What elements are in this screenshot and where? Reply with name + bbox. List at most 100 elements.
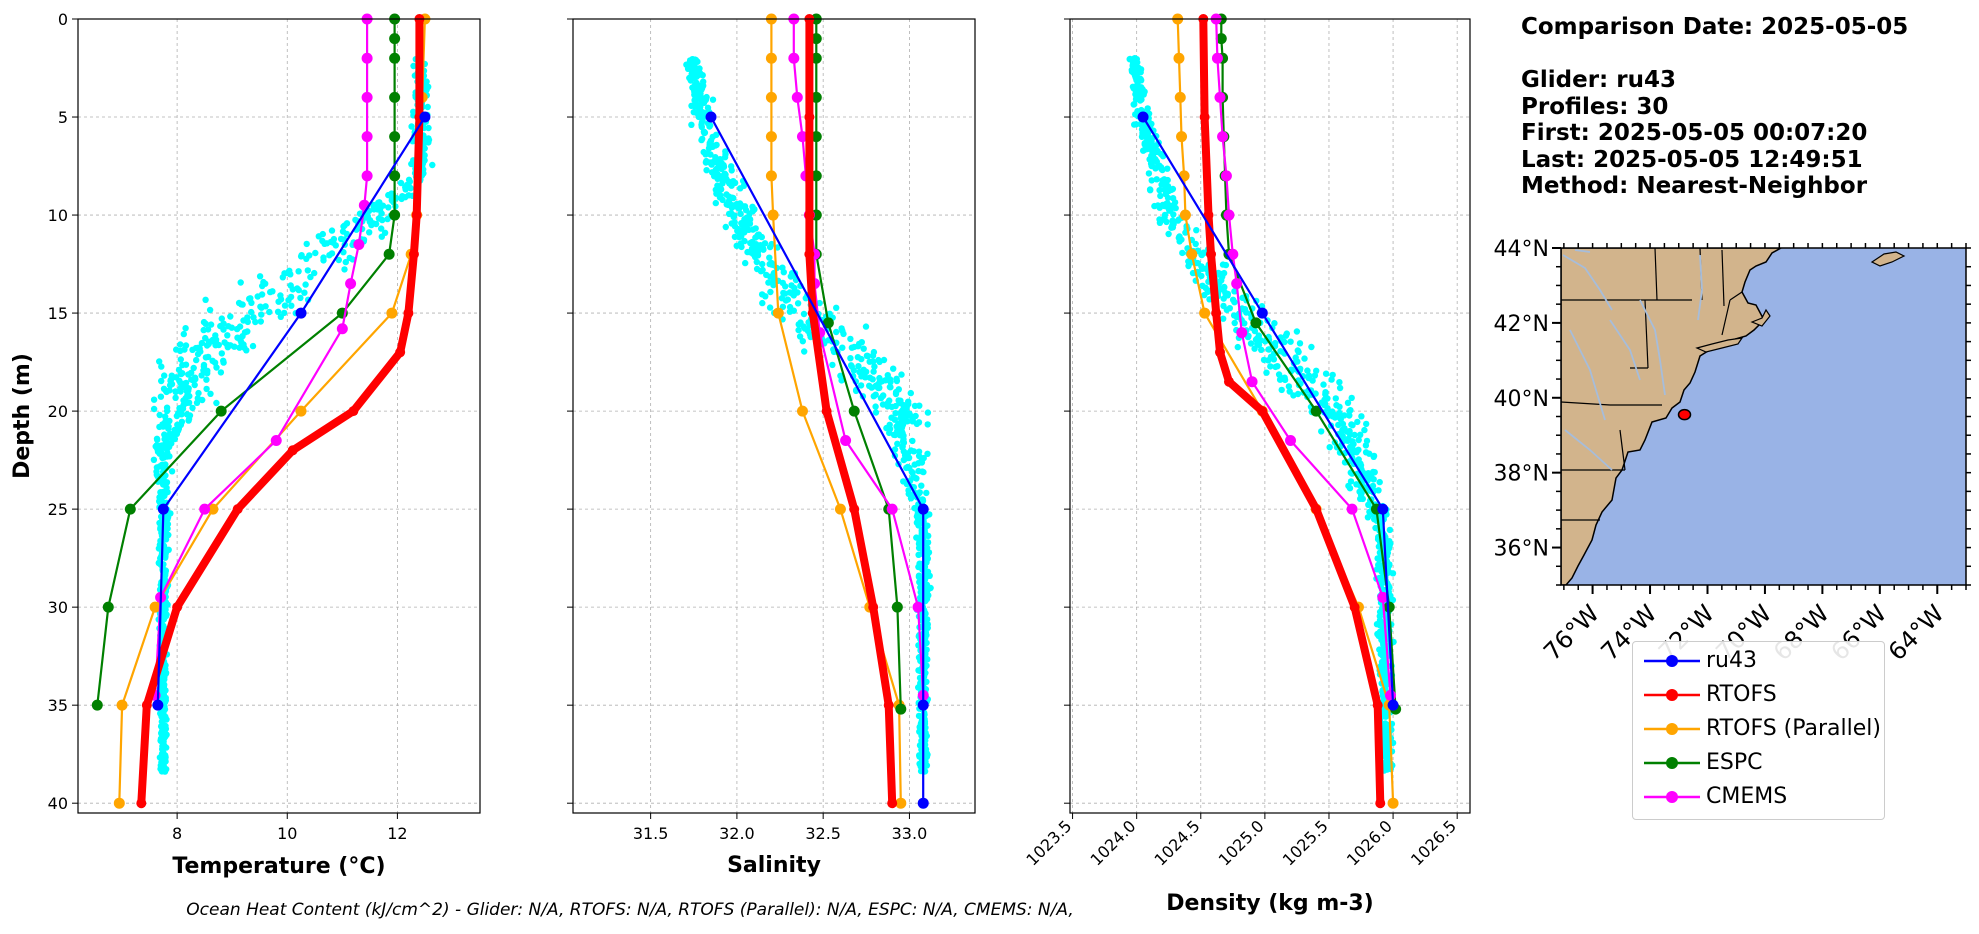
- glider-point: [1231, 319, 1238, 327]
- glider-point: [406, 183, 413, 190]
- series-point: [895, 797, 907, 809]
- glider-point: [699, 135, 706, 143]
- series-point: [1387, 699, 1399, 711]
- glider-point: [1137, 121, 1145, 128]
- glider-point: [898, 427, 905, 435]
- series-point: [141, 700, 152, 711]
- river: [1639, 299, 1666, 396]
- series-point: [395, 347, 406, 358]
- glider-point: [870, 393, 877, 400]
- glider-point: [1324, 395, 1331, 402]
- glider-point: [1285, 383, 1293, 390]
- glider-point: [195, 389, 202, 397]
- glider-point: [753, 258, 760, 266]
- glider-point: [924, 450, 931, 457]
- y-tick-label: 35: [48, 696, 68, 715]
- legend-item-cmems: CMEMS: [1633, 780, 1884, 814]
- glider-point: [1251, 327, 1259, 335]
- x-tick-label: 12: [387, 824, 407, 843]
- glider-point: [158, 444, 165, 451]
- series-point: [199, 503, 211, 515]
- long-island: [1695, 337, 1744, 353]
- glider-point: [1229, 296, 1237, 303]
- glider-location-marker: [1677, 408, 1692, 421]
- series-point: [1215, 347, 1225, 358]
- glider-point: [886, 421, 893, 428]
- glider-point: [388, 190, 395, 197]
- glider-point: [1363, 420, 1370, 428]
- glider-point: [924, 421, 931, 428]
- series-point: [124, 503, 136, 515]
- map-land: [1561, 248, 1783, 585]
- glider-point: [1129, 62, 1136, 69]
- glider-point: [303, 240, 310, 248]
- river: [1564, 429, 1613, 471]
- state-border: [1721, 249, 1725, 307]
- glider-point: [205, 353, 212, 361]
- series-ru43: [152, 111, 431, 711]
- glider-point: [862, 323, 870, 330]
- glider-point: [704, 104, 712, 112]
- glider-point: [916, 489, 923, 496]
- glider-point: [1266, 346, 1273, 353]
- glider-point: [1381, 658, 1388, 666]
- glider-point: [1371, 469, 1378, 476]
- glider-point: [857, 382, 865, 389]
- series-point: [389, 52, 401, 64]
- glider-point: [162, 569, 169, 577]
- glider-point: [700, 113, 708, 121]
- glider-point: [185, 417, 192, 424]
- glider-point: [864, 352, 871, 360]
- glider-point: [243, 347, 250, 354]
- glider-point: [800, 310, 808, 318]
- glider-point: [1218, 286, 1226, 293]
- glider-point: [254, 293, 261, 300]
- glider-point: [1372, 524, 1379, 532]
- glider-point: [800, 323, 807, 330]
- glider-point: [312, 249, 319, 257]
- glider-point: [220, 357, 227, 364]
- glider-point: [765, 279, 772, 286]
- series-line: [1199, 15, 1385, 808]
- glider-point: [926, 511, 933, 518]
- glider-point: [1283, 330, 1291, 337]
- y-tick-label: 5: [58, 108, 68, 127]
- series-point: [810, 33, 822, 45]
- glider-point: [1144, 128, 1151, 135]
- legend-label: ESPC: [1706, 750, 1763, 775]
- glider-point: [759, 260, 766, 268]
- series-point: [345, 278, 357, 290]
- x-tick-label: 32.0: [719, 824, 755, 843]
- y-tick-label: 20: [48, 402, 68, 421]
- glider-point: [340, 249, 347, 256]
- glider-point: [1311, 372, 1319, 379]
- y-tick-label: 15: [48, 304, 68, 323]
- glider-point: [1339, 420, 1347, 428]
- glider-point: [893, 377, 901, 385]
- series-point: [1223, 209, 1235, 221]
- glider-point: [1366, 450, 1373, 457]
- legend-item-espc: ESPC: [1633, 746, 1884, 780]
- series-point: [389, 131, 401, 143]
- glider-point: [749, 226, 757, 233]
- series-point: [810, 52, 822, 64]
- glider-point: [320, 254, 327, 261]
- series-point: [804, 210, 815, 221]
- glider-point: [193, 356, 200, 364]
- glider-point: [1148, 177, 1155, 184]
- series-point: [1176, 131, 1188, 143]
- glider-point: [158, 735, 165, 742]
- glider-point: [319, 230, 326, 238]
- glider-point: [274, 308, 282, 315]
- series-point: [1173, 52, 1185, 64]
- x-tick-label: 31.5: [633, 824, 669, 843]
- comparison-date: Comparison Date: 2025-05-05: [1521, 14, 1909, 40]
- glider-point: [177, 341, 184, 348]
- glider-point: [218, 350, 225, 357]
- glider-point: [1336, 384, 1344, 392]
- series-line: [137, 15, 424, 808]
- glider-point: [906, 410, 913, 417]
- glider-point: [1194, 259, 1202, 267]
- glider-point: [919, 496, 926, 503]
- series-point: [1372, 700, 1383, 711]
